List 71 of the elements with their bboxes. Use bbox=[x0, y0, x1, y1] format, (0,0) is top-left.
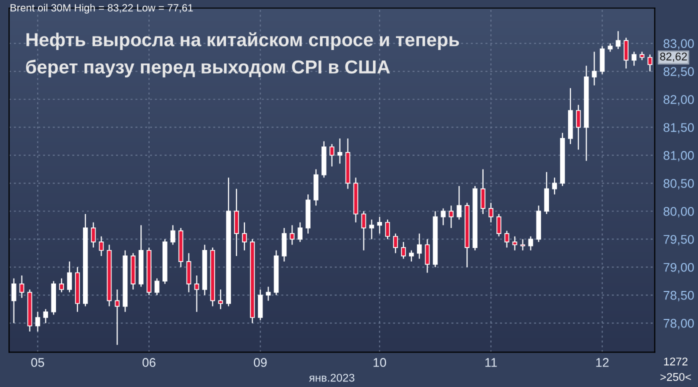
x-axis-title: янв.2023 bbox=[309, 374, 354, 382]
candlestick bbox=[480, 168, 486, 215]
x-tick-label: 06 bbox=[142, 358, 156, 367]
candlestick bbox=[186, 252, 192, 293]
candlestick bbox=[496, 213, 502, 237]
text: 82,62 bbox=[660, 52, 687, 62]
candlestick bbox=[401, 241, 406, 260]
x-tick-label: 09 bbox=[254, 358, 267, 367]
candlestick bbox=[170, 224, 176, 246]
x-tick-label: 11 bbox=[485, 358, 497, 367]
candlestick bbox=[369, 219, 374, 240]
candlestick bbox=[67, 260, 72, 293]
candlestick bbox=[600, 46, 605, 75]
candlestick bbox=[266, 286, 271, 302]
y-tick-label: 82,00 bbox=[664, 95, 694, 106]
candlestick bbox=[194, 274, 200, 312]
candlestick bbox=[218, 288, 223, 310]
candlestick bbox=[624, 37, 629, 70]
y-tick-label: 78,00 bbox=[664, 318, 694, 330]
candlestick bbox=[552, 177, 557, 195]
candlestick bbox=[337, 138, 342, 164]
x-tick-label: 10 bbox=[374, 358, 386, 367]
candlestick bbox=[43, 308, 48, 324]
candlestick bbox=[329, 144, 334, 167]
candlestick bbox=[290, 224, 295, 246]
candlestick bbox=[512, 236, 518, 251]
text: >250< bbox=[660, 373, 691, 381]
candlestick bbox=[488, 202, 494, 223]
candlestick bbox=[632, 51, 636, 66]
candlestick bbox=[616, 30, 621, 50]
candlestick bbox=[528, 236, 534, 251]
annotation: Brent oil 30M High = 83,22 Low = 77,61 bbox=[10, 4, 193, 14]
text: 1272 bbox=[664, 358, 688, 366]
y-tick-label: 83,00 bbox=[664, 39, 694, 50]
text: Нефть выросла на китайском спросе и теперь берет паузу перед выходом CPI в США bbox=[26, 32, 460, 78]
y-tick-label: 78,50 bbox=[664, 290, 694, 302]
candlestick bbox=[242, 222, 247, 251]
candlestick bbox=[282, 227, 287, 262]
candlestick bbox=[11, 278, 16, 324]
candlestick bbox=[90, 222, 96, 248]
candlestick bbox=[393, 233, 398, 254]
candlestick bbox=[504, 230, 510, 248]
candlestick bbox=[258, 288, 263, 321]
candlestick bbox=[154, 278, 160, 296]
y-tick-label: 79,50 bbox=[664, 234, 694, 246]
y-tick-label: 82,50 bbox=[664, 67, 694, 78]
candlestick bbox=[377, 216, 382, 234]
candlestick bbox=[98, 236, 104, 257]
candlestick bbox=[409, 250, 414, 262]
candlestick bbox=[361, 210, 366, 251]
y-tick-label: 81,50 bbox=[664, 123, 694, 134]
candlestick bbox=[19, 274, 24, 298]
y-tick-label: 80,00 bbox=[664, 206, 694, 218]
y-tick-label: 79,00 bbox=[664, 262, 694, 274]
candlestick bbox=[35, 311, 40, 332]
candlestick bbox=[416, 233, 422, 260]
candlestick bbox=[592, 51, 597, 86]
candlestick bbox=[648, 54, 652, 72]
candlestick bbox=[576, 104, 581, 150]
y-tick-label: 81,00 bbox=[664, 151, 694, 162]
candlestick bbox=[424, 238, 430, 274]
candlestick bbox=[520, 238, 526, 251]
candlestick bbox=[59, 278, 64, 293]
x-tick-label: 12 bbox=[596, 358, 609, 367]
candlestick bbox=[385, 219, 390, 240]
x-tick-label: 05 bbox=[31, 358, 44, 367]
candlestick bbox=[544, 171, 549, 215]
y-tick-label: 80,50 bbox=[664, 179, 694, 190]
candlestick bbox=[456, 185, 462, 220]
candlestick bbox=[298, 222, 302, 243]
candlestick bbox=[234, 188, 239, 257]
